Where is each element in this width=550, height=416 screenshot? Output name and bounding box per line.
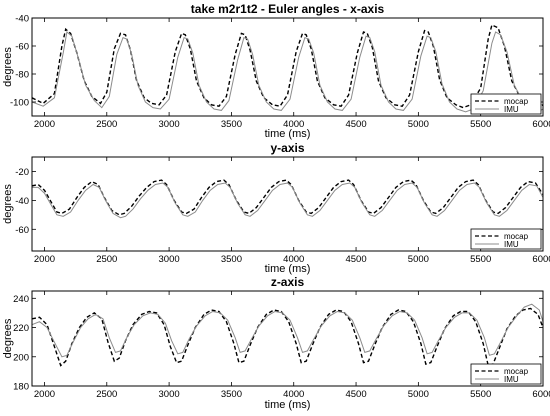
panel-3: 2000 2500 3000 3500 4000 4500 5000 5500 6000 180 2… [2, 275, 550, 411]
panel-3-xtick-label: 5500 [470, 389, 491, 400]
panel-2-series-mocap-line [32, 179, 543, 216]
panel-2-xtick-label: 6000 [532, 254, 550, 265]
panel-3-axes-frame [31, 290, 544, 387]
panel-3-xtick-label: 3500 [221, 389, 242, 400]
panel-2-xtick-label: 3500 [221, 254, 242, 265]
panel-1-xtick-label: 4500 [345, 119, 366, 130]
panel-3-xtick-label: 4500 [345, 389, 366, 400]
panel-3-xtick-label: 2500 [96, 389, 117, 400]
panel-1-plot-area [32, 24, 543, 113]
panel-3-xtick-label: 4000 [283, 389, 304, 400]
panel-3-ytick-label: 220 [13, 323, 29, 334]
panel-3-ylabel: degrees [2, 318, 14, 358]
panel-1-ytick-label: -40 [15, 14, 29, 25]
panel-1-xtick-label: 5500 [470, 119, 491, 130]
panel-1-xtick-label: 2500 [96, 119, 117, 130]
panel-3-xlabel: time (ms) [265, 399, 311, 411]
panel-2-legend-label-imu: IMU [504, 240, 519, 249]
panel-1-series-mocap-line [32, 24, 543, 109]
panel-1-xtick-label: 3000 [159, 119, 180, 130]
panel-1-series-imu-line [32, 31, 543, 113]
panel-3-series-mocap-line [32, 307, 543, 367]
panel-3-plot-area [32, 303, 543, 367]
panel-3-xtick-label: 6000 [532, 389, 550, 400]
panel-1-xtick-label: 2000 [34, 119, 55, 130]
panel-2-xlabel: time (ms) [265, 263, 311, 275]
panel-1-xtick-label: 6000 [532, 119, 550, 130]
panel-2-xtick-label: 5500 [470, 254, 491, 265]
panel-3-legend-label-imu: IMU [504, 375, 519, 384]
panel-2-legend-label-mocap: mocap [504, 232, 529, 241]
panel-2-ytick-label: -20 [15, 167, 29, 178]
panel-2-xtick-label: 4500 [345, 254, 366, 265]
panel-1-ytick-label: -100 [10, 98, 29, 109]
panel-2: 2000 2500 3000 3500 4000 4500 5000 5500 6000 -60 -… [2, 141, 550, 275]
panel-1-legend-label-mocap: mocap [504, 97, 529, 106]
panel-2-ytick-label: -40 [15, 196, 29, 207]
panel-2-ylabel: degrees [2, 184, 14, 224]
panel-2-xtick-label: 2500 [96, 254, 117, 265]
panel-2-series-imu-line [32, 182, 543, 219]
panel-1-ytick-label: -80 [15, 70, 29, 81]
panel-2-axes-frame [31, 156, 544, 252]
panel-1-xtick-label: 3500 [221, 119, 242, 130]
panel-3-title: z-axis [271, 275, 305, 289]
panel-3-series-imu-line [32, 303, 543, 358]
panel-1-xtick-label: 4000 [283, 119, 304, 130]
panel-3-legend-label-mocap: mocap [504, 367, 529, 376]
panel-2-title: y-axis [270, 141, 304, 155]
panel-2-xtick-label: 4000 [283, 254, 304, 265]
panel-1-title: take m2r1t2 - Euler angles - x-axis [191, 2, 385, 16]
panel-3-xtick-label: 5000 [408, 389, 429, 400]
panel-1-xlabel: time (ms) [265, 128, 311, 140]
panel-2-plot-area [32, 179, 543, 219]
panel-2-ytick-label: -60 [15, 225, 29, 236]
panel-2-xtick-label: 5000 [408, 254, 429, 265]
panel-1: 2000 2500 3000 3500 4000 4500 5000 5500 6000 -100… [2, 2, 550, 140]
panel-3-ytick-label: 200 [13, 352, 29, 363]
panel-3-ytick-label: 240 [13, 294, 29, 305]
panel-2-xtick-label: 2000 [34, 254, 55, 265]
panel-1-ytick-label: -60 [15, 42, 29, 53]
panel-1-xtick-label: 5000 [408, 119, 429, 130]
panel-2-xtick-label: 3000 [159, 254, 180, 265]
panel-3-xtick-label: 2000 [34, 389, 55, 400]
panel-3-ytick-label: 180 [13, 382, 29, 393]
panel-3-xtick-label: 3000 [159, 389, 180, 400]
panel-1-legend-label-imu: IMU [504, 105, 519, 114]
panel-1-ylabel: degrees [2, 47, 14, 87]
panel-1-axes-frame [31, 17, 544, 117]
